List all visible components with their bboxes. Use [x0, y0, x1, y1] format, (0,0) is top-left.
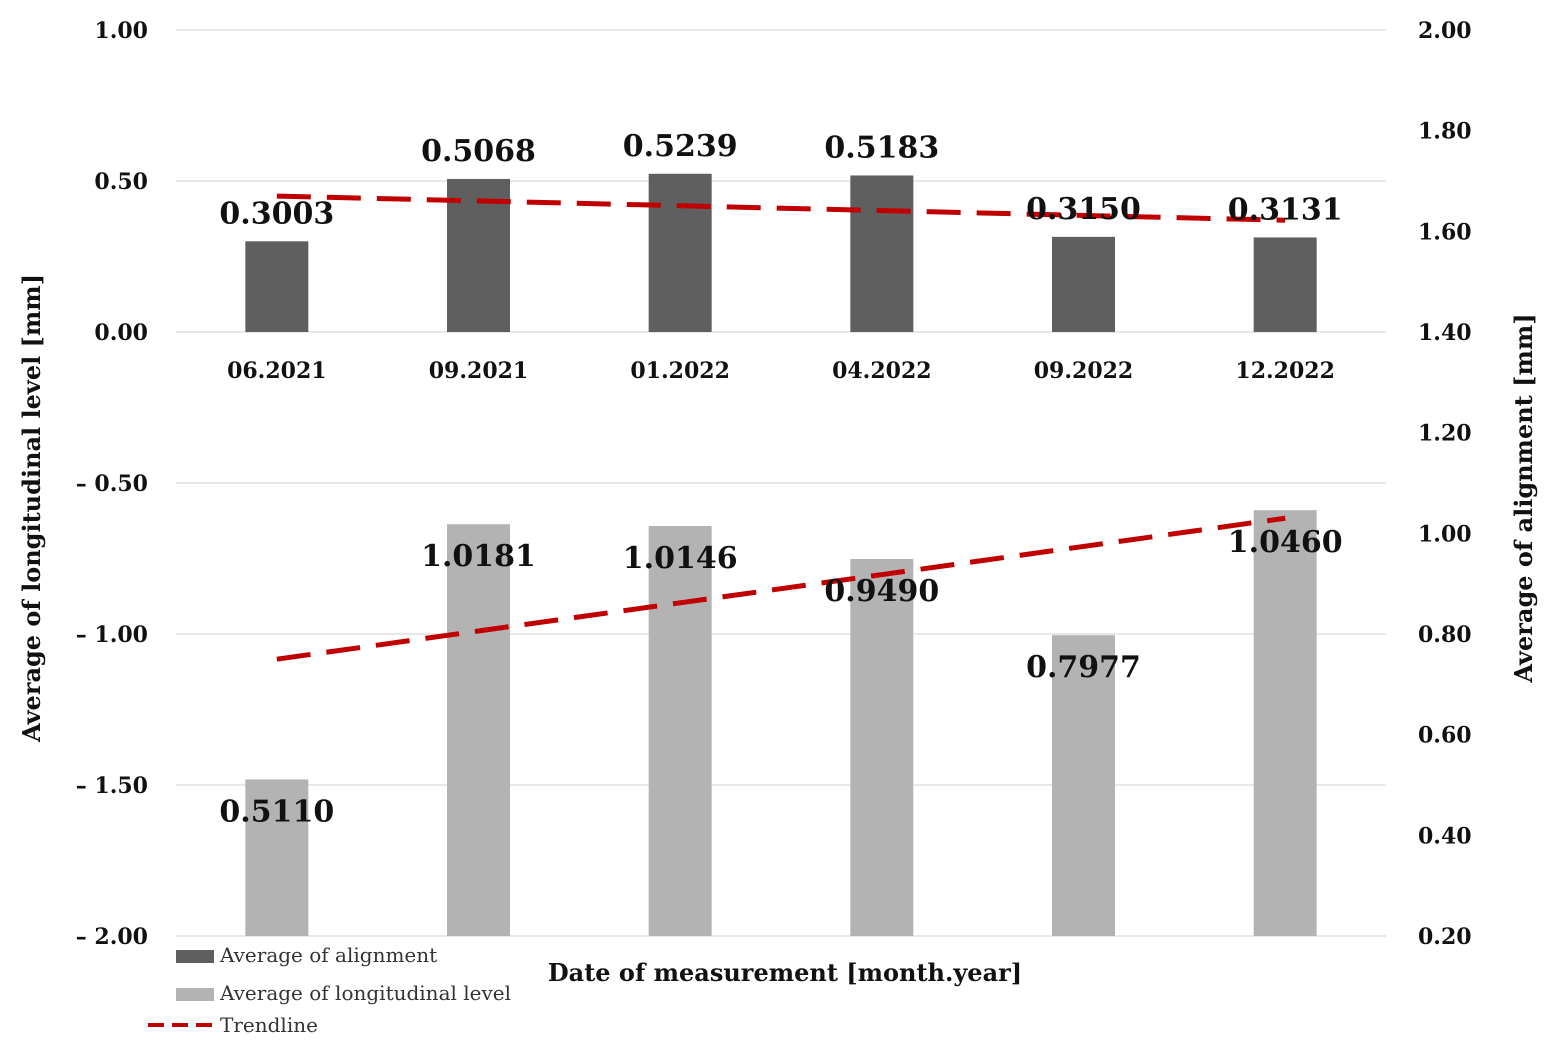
- data-label-longitudinal: 1.0146: [623, 541, 738, 576]
- trendlines: [276, 193, 1286, 662]
- data-label-longitudinal: 0.5110: [219, 794, 334, 829]
- left-tick-label: – 2.00: [76, 924, 148, 950]
- legend-swatch-longitudinal: [176, 988, 214, 1001]
- gridlines: [176, 29, 1386, 937]
- left-tick-label: – 1.00: [76, 622, 148, 648]
- left-tick-label: 0.00: [94, 320, 148, 346]
- trendline-longitudinal: [276, 515, 1286, 662]
- bar-longitudinal-12.2022: [1253, 510, 1317, 936]
- data-label-longitudinal: 0.7977: [1026, 650, 1141, 685]
- left-tick-label: – 1.50: [76, 773, 148, 799]
- right-tick-label: 0.60: [1418, 723, 1472, 749]
- category-label: 12.2022: [1235, 358, 1335, 384]
- bars: [245, 173, 1317, 936]
- data-label-longitudinal: 1.0460: [1228, 525, 1343, 560]
- category-label: 01.2022: [630, 358, 730, 384]
- data-label-longitudinal: 1.0181: [421, 539, 536, 574]
- left-axis-ticks: 1.00 0.50 0.00 – 0.50 – 1.00 – 1.50 – 2.00: [76, 18, 148, 950]
- bar-alignment-12.2022: [1253, 237, 1317, 332]
- data-label-alignment: 0.3003: [219, 196, 334, 231]
- right-tick-label: 0.40: [1418, 823, 1472, 849]
- bar-alignment-09.2021: [447, 178, 510, 332]
- legend-label-trendline: Trendline: [220, 1013, 318, 1037]
- bar-alignment-09.2022: [1052, 236, 1115, 332]
- bar-longitudinal-09.2021: [447, 524, 510, 936]
- bar-alignment-04.2022: [850, 175, 914, 332]
- bar-longitudinal-04.2022: [850, 559, 914, 936]
- data-label-alignment: 0.3150: [1026, 192, 1141, 227]
- left-axis-title: Average of longitudinal level [mm]: [17, 274, 46, 743]
- category-label: 09.2021: [429, 358, 529, 384]
- right-tick-label: 1.60: [1418, 219, 1472, 245]
- right-tick-label: 1.00: [1418, 521, 1472, 547]
- data-label-alignment: 0.5239: [623, 129, 738, 164]
- legend: Average of alignment Average of longitud…: [148, 943, 511, 1037]
- data-label-alignment: 0.5068: [421, 134, 536, 169]
- left-tick-label: 1.00: [94, 18, 148, 44]
- data-label-alignment: 0.3131: [1228, 192, 1343, 227]
- right-tick-label: 0.80: [1418, 622, 1472, 648]
- right-tick-label: 1.80: [1418, 119, 1472, 145]
- data-label-alignment: 0.5183: [824, 130, 939, 165]
- bar-longitudinal-09.2022: [1052, 635, 1115, 936]
- bar-alignment-01.2022: [648, 173, 712, 332]
- bar-longitudinal-06.2021: [245, 779, 309, 936]
- left-tick-label: 0.50: [94, 169, 148, 195]
- data-label-longitudinal: 0.9490: [824, 574, 939, 609]
- right-axis-title: Average of alignment [mm]: [1509, 313, 1538, 683]
- right-tick-label: 1.20: [1418, 421, 1472, 447]
- category-label: 06.2021: [227, 358, 327, 384]
- right-tick-label: 2.00: [1418, 18, 1472, 44]
- bar-longitudinal-01.2022: [648, 525, 712, 936]
- right-axis-ticks: 2.00 1.80 1.60 1.40 1.20 1.00 0.80 0.60 0.40 0.20: [1418, 18, 1472, 950]
- right-tick-label: 0.20: [1418, 924, 1472, 950]
- category-label: 04.2022: [832, 358, 932, 384]
- bar-alignment-06.2021: [245, 241, 309, 332]
- legend-swatch-alignment: [176, 950, 214, 963]
- category-label: 09.2022: [1034, 358, 1134, 384]
- trendline-alignment: [276, 193, 1286, 223]
- x-axis-title: Date of measurement [month.year]: [548, 958, 1022, 987]
- legend-label-alignment: Average of alignment: [219, 943, 437, 967]
- legend-label-longitudinal: Average of longitudinal level: [219, 981, 511, 1005]
- left-tick-label: – 0.50: [76, 471, 148, 497]
- data-labels: 0.3003 0.5068 0.5239 0.5183 0.3150 0.3131 0.51…: [219, 129, 1342, 830]
- right-tick-label: 1.40: [1418, 320, 1472, 346]
- category-labels: 06.2021 09.2021 01.2022 04.2022 09.2022 12.20…: [227, 358, 1335, 384]
